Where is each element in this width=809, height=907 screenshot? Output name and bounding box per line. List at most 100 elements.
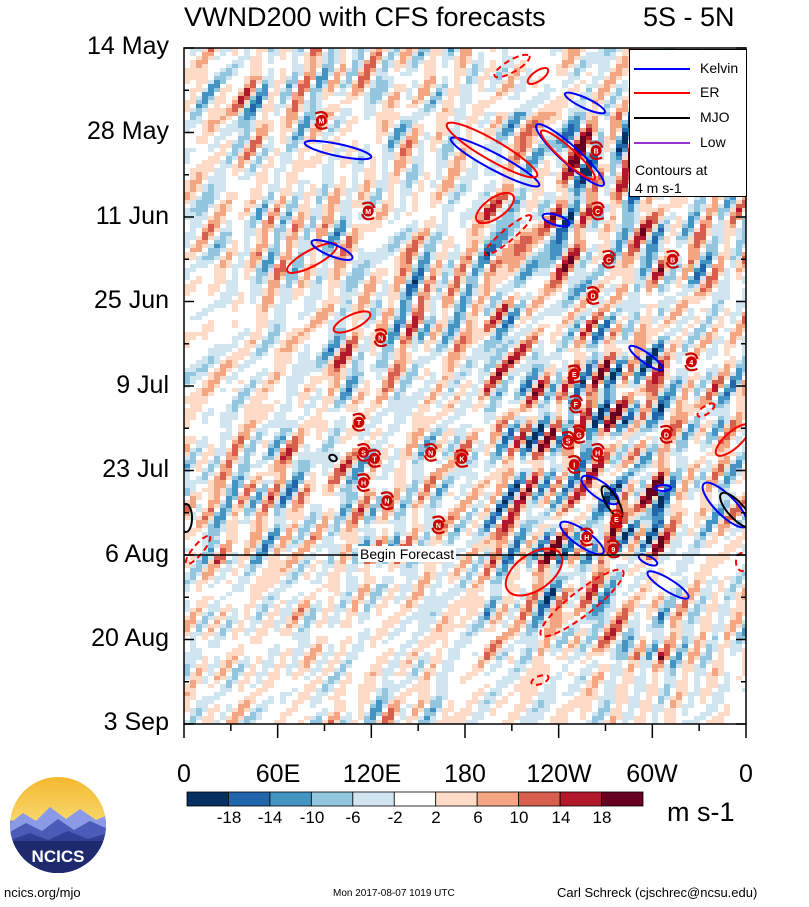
field-cell (466, 116, 472, 120)
field-cell (280, 288, 286, 292)
field-cell (412, 332, 418, 336)
field-cell (454, 112, 460, 116)
field-cell (406, 224, 412, 228)
field-cell (352, 280, 358, 284)
field-cell (622, 52, 628, 56)
field-cell (538, 304, 544, 308)
field-cell (514, 304, 520, 308)
field-cell (418, 184, 424, 188)
field-cell (730, 228, 736, 232)
field-cell (322, 172, 328, 176)
field-cell (400, 320, 406, 324)
field-cell (346, 160, 352, 164)
field-cell (388, 60, 394, 64)
field-cell (526, 260, 532, 264)
field-cell (460, 108, 466, 112)
field-cell (574, 128, 580, 132)
field-cell (244, 88, 250, 92)
field-cell (196, 80, 202, 84)
field-cell (394, 216, 400, 220)
field-cell (202, 240, 208, 244)
field-cell (196, 204, 202, 208)
field-cell (484, 268, 490, 272)
field-cell (280, 88, 286, 92)
field-cell (208, 248, 214, 252)
field-cell (400, 56, 406, 60)
field-cell (742, 196, 746, 200)
field-cell (274, 112, 280, 116)
field-cell (574, 156, 580, 160)
field-cell (382, 108, 388, 112)
field-cell (652, 316, 658, 320)
field-cell (316, 192, 322, 196)
field-cell (568, 212, 574, 216)
field-cell (310, 260, 316, 264)
field-cell (190, 172, 196, 176)
field-cell (568, 108, 574, 112)
field-cell (310, 324, 316, 328)
field-cell (352, 48, 358, 52)
field-cell (586, 204, 592, 208)
field-cell (622, 80, 628, 84)
field-cell (334, 316, 340, 320)
field-cell (298, 116, 304, 120)
field-cell (340, 304, 346, 308)
field-cell (544, 104, 550, 108)
field-cell (538, 232, 544, 236)
field-cell (208, 244, 214, 248)
field-cell (328, 132, 334, 136)
field-cell (646, 200, 652, 204)
field-cell (688, 256, 694, 260)
field-cell (454, 120, 460, 124)
field-cell (496, 148, 502, 152)
field-cell (568, 280, 574, 284)
field-cell (598, 172, 604, 176)
field-cell (310, 208, 316, 212)
field-cell (340, 84, 346, 88)
field-cell (292, 92, 298, 96)
field-cell (544, 120, 550, 124)
field-cell (610, 316, 616, 320)
field-cell (628, 312, 634, 316)
field-cell (538, 152, 544, 156)
field-cell (322, 260, 328, 264)
field-cell (496, 128, 502, 132)
field-cell (274, 236, 280, 240)
field-cell (454, 132, 460, 136)
field-cell (424, 220, 430, 224)
field-cell (442, 128, 448, 132)
field-cell (580, 140, 586, 144)
field-cell (622, 284, 628, 288)
field-cell (562, 292, 568, 296)
field-cell (370, 100, 376, 104)
field-cell (562, 324, 568, 328)
field-cell (304, 136, 310, 140)
field-cell (736, 328, 742, 332)
field-cell (316, 156, 322, 160)
field-cell (424, 276, 430, 280)
field-cell (670, 312, 676, 316)
field-cell (220, 180, 226, 184)
field-cell (430, 284, 436, 288)
field-cell (562, 60, 568, 64)
field-cell (742, 320, 746, 324)
field-cell (556, 328, 562, 332)
field-cell (334, 280, 340, 284)
field-cell (322, 276, 328, 280)
field-cell (436, 228, 442, 232)
field-cell (568, 264, 574, 268)
field-cell (544, 292, 550, 296)
field-cell (412, 288, 418, 292)
field-cell (550, 256, 556, 260)
field-cell (226, 228, 232, 232)
field-cell (700, 200, 706, 204)
field-cell (676, 284, 682, 288)
field-cell (700, 284, 706, 288)
field-cell (550, 248, 556, 252)
field-cell (730, 204, 736, 208)
field-cell (538, 292, 544, 296)
field-cell (580, 288, 586, 292)
field-cell (364, 284, 370, 288)
field-cell (244, 152, 250, 156)
field-cell (682, 264, 688, 268)
